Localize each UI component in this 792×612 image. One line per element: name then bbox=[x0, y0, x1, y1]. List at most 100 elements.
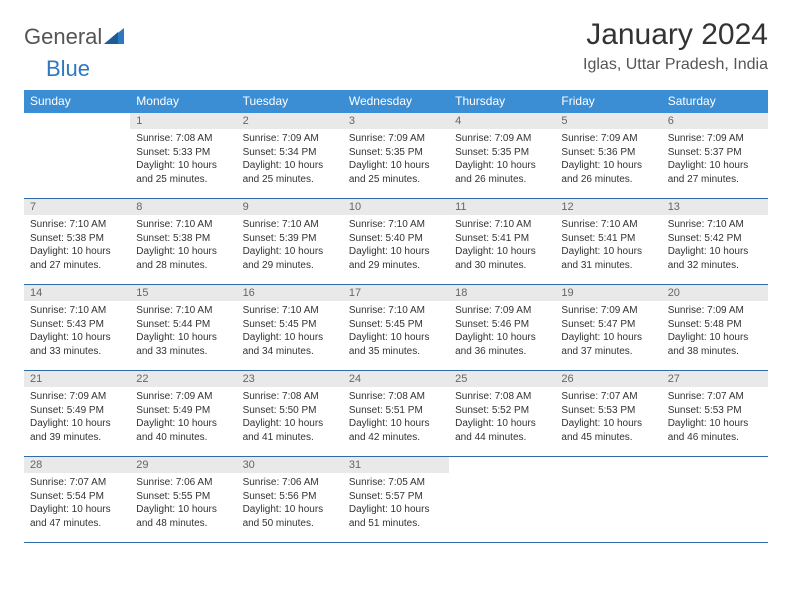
calendar-cell: 11Sunrise: 7:10 AMSunset: 5:41 PMDayligh… bbox=[449, 199, 555, 285]
sunrise-text: Sunrise: 7:10 AM bbox=[561, 218, 655, 232]
weekday-header: Saturday bbox=[662, 90, 768, 113]
calendar-body: .1Sunrise: 7:08 AMSunset: 5:33 PMDayligh… bbox=[24, 113, 768, 543]
day-number: 16 bbox=[237, 285, 343, 301]
sunrise-text: Sunrise: 7:10 AM bbox=[349, 218, 443, 232]
daylight-text: Daylight: 10 hours and 33 minutes. bbox=[30, 331, 124, 358]
day-details: Sunrise: 7:10 AMSunset: 5:44 PMDaylight:… bbox=[130, 301, 236, 361]
daylight-text: Daylight: 10 hours and 46 minutes. bbox=[668, 417, 762, 444]
daylight-text: Daylight: 10 hours and 30 minutes. bbox=[455, 245, 549, 272]
sunrise-text: Sunrise: 7:07 AM bbox=[561, 390, 655, 404]
sunrise-text: Sunrise: 7:09 AM bbox=[455, 304, 549, 318]
daylight-text: Daylight: 10 hours and 31 minutes. bbox=[561, 245, 655, 272]
daylight-text: Daylight: 10 hours and 26 minutes. bbox=[561, 159, 655, 186]
sunrise-text: Sunrise: 7:10 AM bbox=[243, 218, 337, 232]
sunset-text: Sunset: 5:50 PM bbox=[243, 404, 337, 418]
daylight-text: Daylight: 10 hours and 36 minutes. bbox=[455, 331, 549, 358]
brand-triangle-icon bbox=[104, 26, 124, 49]
day-number: 21 bbox=[24, 371, 130, 387]
day-number: 6 bbox=[662, 113, 768, 129]
day-details: Sunrise: 7:08 AMSunset: 5:52 PMDaylight:… bbox=[449, 387, 555, 447]
sunrise-text: Sunrise: 7:06 AM bbox=[136, 476, 230, 490]
day-details: Sunrise: 7:09 AMSunset: 5:48 PMDaylight:… bbox=[662, 301, 768, 361]
calendar-cell: 23Sunrise: 7:08 AMSunset: 5:50 PMDayligh… bbox=[237, 371, 343, 457]
calendar-cell: 15Sunrise: 7:10 AMSunset: 5:44 PMDayligh… bbox=[130, 285, 236, 371]
sunset-text: Sunset: 5:56 PM bbox=[243, 490, 337, 504]
day-number: 1 bbox=[130, 113, 236, 129]
sunset-text: Sunset: 5:42 PM bbox=[668, 232, 762, 246]
calendar-cell: 17Sunrise: 7:10 AMSunset: 5:45 PMDayligh… bbox=[343, 285, 449, 371]
day-details: Sunrise: 7:10 AMSunset: 5:41 PMDaylight:… bbox=[449, 215, 555, 275]
day-details: Sunrise: 7:07 AMSunset: 5:53 PMDaylight:… bbox=[555, 387, 661, 447]
day-number: 10 bbox=[343, 199, 449, 215]
sunrise-text: Sunrise: 7:10 AM bbox=[30, 304, 124, 318]
day-number: 15 bbox=[130, 285, 236, 301]
day-number: 20 bbox=[662, 285, 768, 301]
weekday-header: Monday bbox=[130, 90, 236, 113]
calendar-cell: 3Sunrise: 7:09 AMSunset: 5:35 PMDaylight… bbox=[343, 113, 449, 199]
sunset-text: Sunset: 5:54 PM bbox=[30, 490, 124, 504]
day-details: Sunrise: 7:10 AMSunset: 5:45 PMDaylight:… bbox=[343, 301, 449, 361]
sunset-text: Sunset: 5:47 PM bbox=[561, 318, 655, 332]
day-number: 19 bbox=[555, 285, 661, 301]
calendar-cell: 25Sunrise: 7:08 AMSunset: 5:52 PMDayligh… bbox=[449, 371, 555, 457]
sunset-text: Sunset: 5:35 PM bbox=[455, 146, 549, 160]
calendar-cell: . bbox=[555, 457, 661, 543]
daylight-text: Daylight: 10 hours and 33 minutes. bbox=[136, 331, 230, 358]
sunrise-text: Sunrise: 7:10 AM bbox=[349, 304, 443, 318]
calendar-cell: 6Sunrise: 7:09 AMSunset: 5:37 PMDaylight… bbox=[662, 113, 768, 199]
daylight-text: Daylight: 10 hours and 29 minutes. bbox=[349, 245, 443, 272]
calendar-cell: 31Sunrise: 7:05 AMSunset: 5:57 PMDayligh… bbox=[343, 457, 449, 543]
sunrise-text: Sunrise: 7:09 AM bbox=[668, 304, 762, 318]
sunset-text: Sunset: 5:53 PM bbox=[561, 404, 655, 418]
day-details: Sunrise: 7:05 AMSunset: 5:57 PMDaylight:… bbox=[343, 473, 449, 533]
day-number: 23 bbox=[237, 371, 343, 387]
calendar-cell: 26Sunrise: 7:07 AMSunset: 5:53 PMDayligh… bbox=[555, 371, 661, 457]
calendar-row: 28Sunrise: 7:07 AMSunset: 5:54 PMDayligh… bbox=[24, 457, 768, 543]
daylight-text: Daylight: 10 hours and 28 minutes. bbox=[136, 245, 230, 272]
sunrise-text: Sunrise: 7:08 AM bbox=[243, 390, 337, 404]
day-number: 12 bbox=[555, 199, 661, 215]
day-details: Sunrise: 7:10 AMSunset: 5:42 PMDaylight:… bbox=[662, 215, 768, 275]
sunset-text: Sunset: 5:38 PM bbox=[30, 232, 124, 246]
sunrise-text: Sunrise: 7:09 AM bbox=[668, 132, 762, 146]
sunrise-text: Sunrise: 7:10 AM bbox=[668, 218, 762, 232]
sunset-text: Sunset: 5:57 PM bbox=[349, 490, 443, 504]
day-details: Sunrise: 7:07 AMSunset: 5:54 PMDaylight:… bbox=[24, 473, 130, 533]
day-number: 2 bbox=[237, 113, 343, 129]
sunset-text: Sunset: 5:33 PM bbox=[136, 146, 230, 160]
sunrise-text: Sunrise: 7:07 AM bbox=[30, 476, 124, 490]
sunset-text: Sunset: 5:35 PM bbox=[349, 146, 443, 160]
sunset-text: Sunset: 5:53 PM bbox=[668, 404, 762, 418]
sunrise-text: Sunrise: 7:10 AM bbox=[30, 218, 124, 232]
weekday-header: Thursday bbox=[449, 90, 555, 113]
day-number: 22 bbox=[130, 371, 236, 387]
day-number: 7 bbox=[24, 199, 130, 215]
calendar-row: .1Sunrise: 7:08 AMSunset: 5:33 PMDayligh… bbox=[24, 113, 768, 199]
sunrise-text: Sunrise: 7:08 AM bbox=[455, 390, 549, 404]
sunset-text: Sunset: 5:48 PM bbox=[668, 318, 762, 332]
calendar-cell: 20Sunrise: 7:09 AMSunset: 5:48 PMDayligh… bbox=[662, 285, 768, 371]
calendar-cell: 29Sunrise: 7:06 AMSunset: 5:55 PMDayligh… bbox=[130, 457, 236, 543]
calendar-cell: 10Sunrise: 7:10 AMSunset: 5:40 PMDayligh… bbox=[343, 199, 449, 285]
day-details: Sunrise: 7:06 AMSunset: 5:56 PMDaylight:… bbox=[237, 473, 343, 533]
day-details: Sunrise: 7:09 AMSunset: 5:36 PMDaylight:… bbox=[555, 129, 661, 189]
daylight-text: Daylight: 10 hours and 48 minutes. bbox=[136, 503, 230, 530]
day-number: 24 bbox=[343, 371, 449, 387]
sunset-text: Sunset: 5:43 PM bbox=[30, 318, 124, 332]
sunrise-text: Sunrise: 7:09 AM bbox=[30, 390, 124, 404]
day-number: 26 bbox=[555, 371, 661, 387]
sunset-text: Sunset: 5:55 PM bbox=[136, 490, 230, 504]
day-number: 28 bbox=[24, 457, 130, 473]
sunset-text: Sunset: 5:44 PM bbox=[136, 318, 230, 332]
calendar-cell: 5Sunrise: 7:09 AMSunset: 5:36 PMDaylight… bbox=[555, 113, 661, 199]
brand-logo: General bbox=[24, 18, 126, 50]
daylight-text: Daylight: 10 hours and 42 minutes. bbox=[349, 417, 443, 444]
calendar-cell: 1Sunrise: 7:08 AMSunset: 5:33 PMDaylight… bbox=[130, 113, 236, 199]
day-details: Sunrise: 7:10 AMSunset: 5:38 PMDaylight:… bbox=[24, 215, 130, 275]
sunrise-text: Sunrise: 7:06 AM bbox=[243, 476, 337, 490]
day-details: Sunrise: 7:08 AMSunset: 5:50 PMDaylight:… bbox=[237, 387, 343, 447]
daylight-text: Daylight: 10 hours and 29 minutes. bbox=[243, 245, 337, 272]
day-number: 9 bbox=[237, 199, 343, 215]
calendar-cell: . bbox=[662, 457, 768, 543]
day-number: 11 bbox=[449, 199, 555, 215]
